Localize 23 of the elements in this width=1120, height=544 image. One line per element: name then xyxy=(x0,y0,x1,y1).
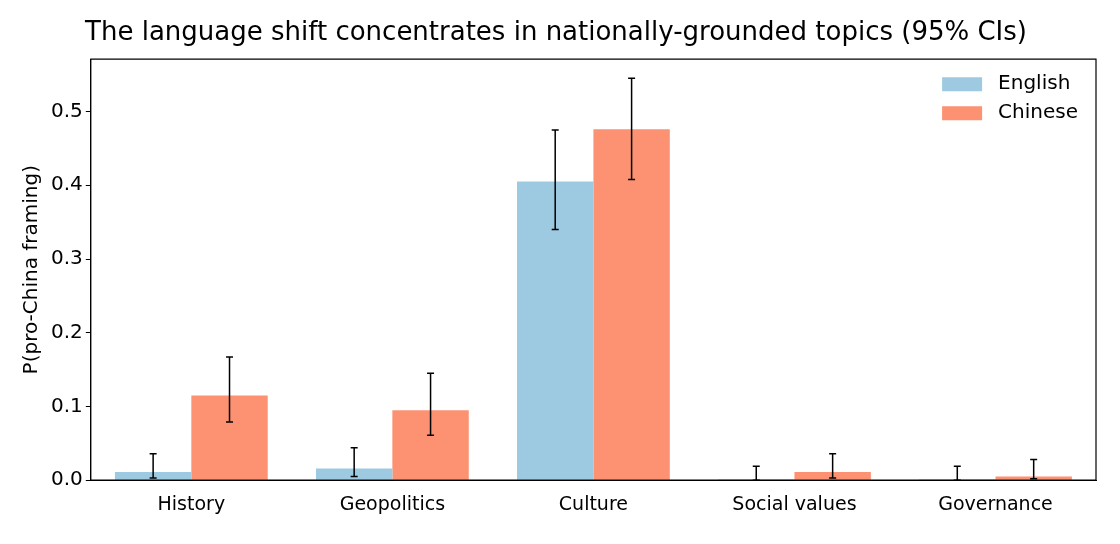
bar xyxy=(593,129,670,480)
y-tick-label: 0.3 xyxy=(50,245,83,270)
x-tick-label: Geopolitics xyxy=(339,491,446,514)
y-axis-title: P(pro-China framing) xyxy=(18,165,43,375)
x-tick-label: History xyxy=(157,491,226,514)
bar xyxy=(392,410,469,480)
x-tick-label: Culture xyxy=(558,491,628,514)
bar xyxy=(191,395,268,480)
y-tick-label: 0.2 xyxy=(50,318,83,343)
y-tick-label: 0.0 xyxy=(50,466,83,491)
y-tick-label: 0.5 xyxy=(50,97,83,122)
chart-title: The language shift concentrates in nationally-grounded topics (95% CIs) xyxy=(84,16,1027,47)
y-tick-label: 0.1 xyxy=(50,392,83,417)
x-tick-label: Social values xyxy=(732,491,857,514)
legend-label: English xyxy=(998,70,1071,95)
bar xyxy=(517,181,594,480)
bar xyxy=(995,476,1072,480)
x-tick-label: Governance xyxy=(938,491,1053,514)
legend-label: Chinese xyxy=(998,99,1078,124)
bar xyxy=(315,468,393,480)
bar xyxy=(794,472,871,480)
bar xyxy=(114,472,192,480)
y-tick-label: 0.4 xyxy=(50,171,83,196)
